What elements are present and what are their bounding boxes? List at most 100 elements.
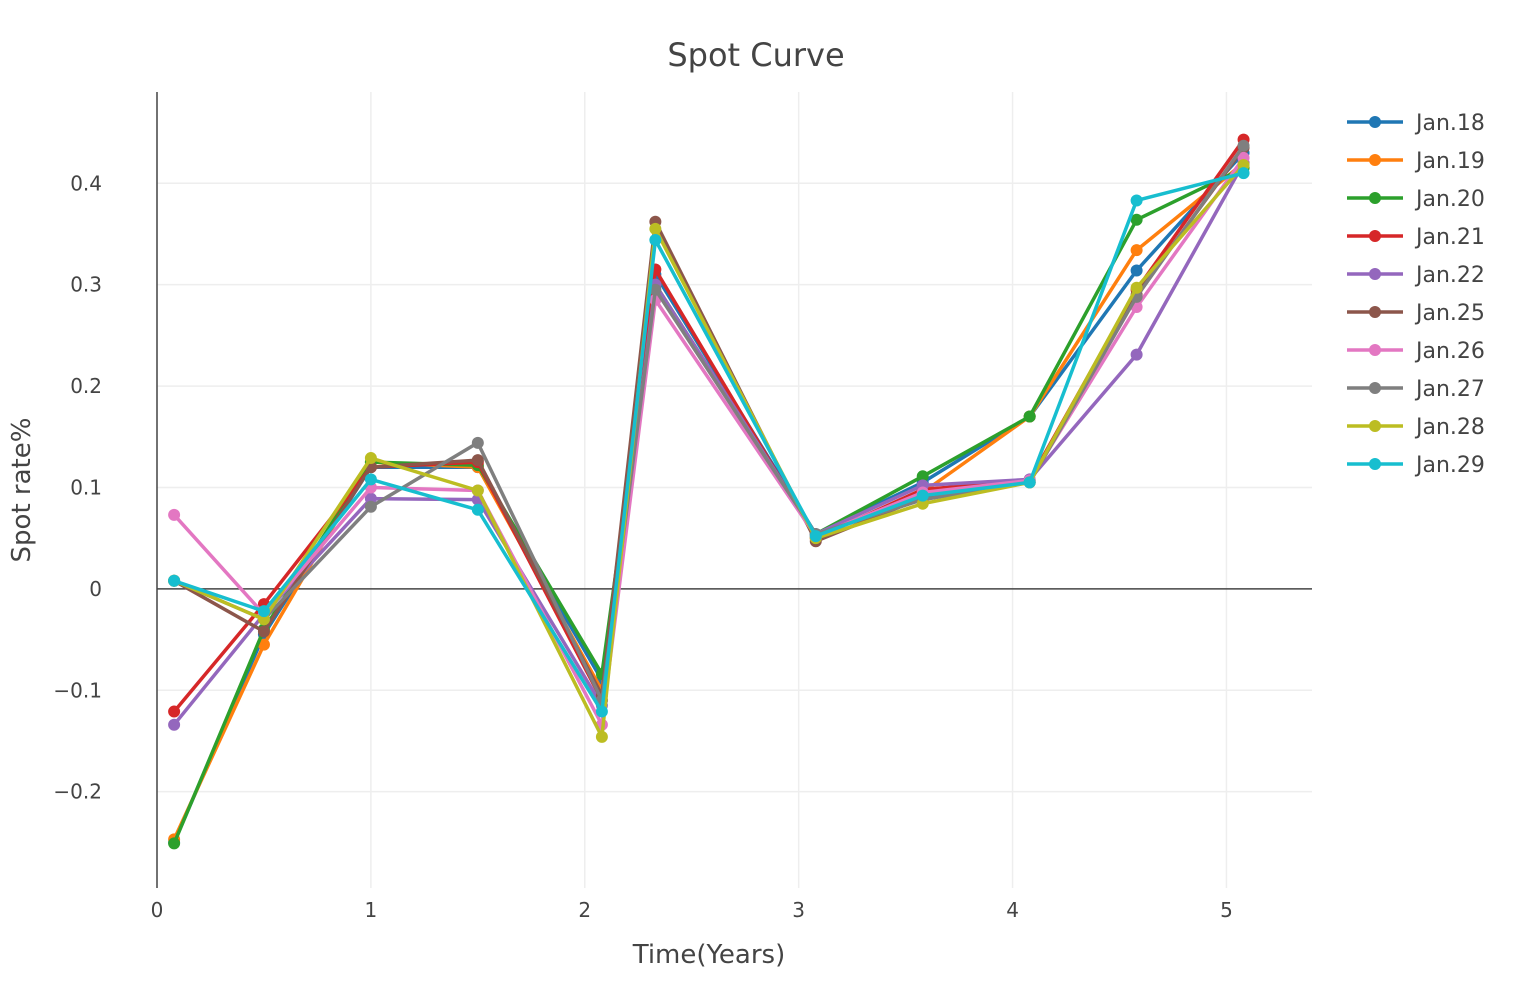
legend-swatch-marker	[1369, 344, 1381, 356]
series-line	[173, 163, 1245, 739]
data-point	[1130, 264, 1143, 277]
series-jan-28	[168, 159, 1250, 743]
legend[interactable]: Jan.18 Jan.19 Jan.20 Jan.21 Jan.22 Jan.25 Jan.…	[1347, 111, 1485, 478]
y-tick-label: −0.2	[53, 780, 102, 804]
series-line	[173, 171, 1245, 714]
grid-lines	[157, 92, 1312, 888]
series-jan-26	[168, 151, 1250, 731]
x-tick-label: 1	[365, 898, 378, 922]
y-tick-label: 0.4	[70, 171, 102, 195]
legend-item-jan-22[interactable]: Jan.22	[1347, 263, 1485, 288]
legend-label: Jan.29	[1414, 453, 1485, 478]
chart-title: Spot Curve	[667, 36, 844, 74]
series-line	[173, 144, 1246, 703]
legend-item-jan-26[interactable]: Jan.26	[1347, 339, 1485, 364]
data-point	[471, 436, 484, 449]
data-point	[364, 452, 377, 465]
legend-swatch-marker	[1369, 116, 1381, 128]
series-jan-29	[168, 167, 1250, 718]
legend-swatch-marker	[1369, 420, 1381, 432]
series-jan-27	[168, 139, 1250, 707]
data-point	[1130, 213, 1143, 226]
x-tick-label: 0	[151, 898, 164, 922]
data-point	[257, 625, 270, 638]
x-tick-label: 4	[1006, 898, 1019, 922]
legend-label: Jan.22	[1414, 263, 1485, 288]
data-point	[168, 837, 181, 850]
y-tick-label: 0.1	[70, 475, 102, 499]
data-point	[649, 283, 662, 296]
tick-labels: 0 1 2 3 4 5 −0.2 −0.1 0 0.1 0.2 0.3 0.4	[53, 171, 1232, 922]
data-point	[168, 508, 181, 521]
series-lines	[168, 133, 1250, 850]
legend-label: Jan.20	[1414, 187, 1485, 212]
data-point	[595, 705, 608, 718]
data-point	[649, 222, 662, 235]
data-point	[1130, 348, 1143, 361]
legend-swatch-marker	[1369, 458, 1381, 470]
legend-label: Jan.21	[1414, 225, 1485, 250]
data-point	[1237, 139, 1250, 152]
y-tick-label: −0.1	[53, 678, 102, 702]
series-jan-20	[168, 162, 1250, 850]
data-point	[257, 638, 270, 651]
legend-item-jan-25[interactable]: Jan.25	[1347, 301, 1485, 326]
x-tick-label: 5	[1220, 898, 1233, 922]
legend-swatch-marker	[1369, 268, 1381, 280]
legend-item-jan-19[interactable]: Jan.19	[1347, 149, 1485, 174]
data-point	[471, 454, 484, 467]
series-line	[173, 146, 1246, 698]
legend-item-jan-29[interactable]: Jan.29	[1347, 453, 1485, 478]
data-point	[809, 530, 822, 543]
legend-label: Jan.19	[1414, 149, 1485, 174]
y-tick-label: 0.2	[70, 374, 102, 398]
data-point	[1130, 244, 1143, 257]
data-point	[364, 500, 377, 513]
legend-swatch-marker	[1369, 192, 1381, 204]
data-point	[916, 489, 929, 502]
series-line	[172, 156, 1246, 727]
data-point	[1023, 476, 1036, 489]
legend-item-jan-27[interactable]: Jan.27	[1347, 377, 1485, 402]
series-line	[172, 162, 1246, 726]
legend-item-jan-28[interactable]: Jan.28	[1347, 415, 1485, 440]
data-point	[1237, 167, 1250, 180]
legend-swatch-marker	[1369, 306, 1381, 318]
x-axis-label: Time(Years)	[632, 940, 786, 970]
series-jan-19	[168, 156, 1250, 846]
series-line	[172, 151, 1245, 844]
legend-item-jan-20[interactable]: Jan.20	[1347, 187, 1485, 212]
data-point	[364, 473, 377, 486]
legend-item-jan-18[interactable]: Jan.18	[1347, 111, 1485, 136]
data-point	[1023, 410, 1036, 423]
legend-label: Jan.25	[1414, 301, 1485, 326]
legend-label: Jan.27	[1414, 377, 1485, 402]
x-tick-label: 3	[792, 898, 805, 922]
legend-swatch-marker	[1369, 154, 1381, 166]
series-jan-18	[168, 146, 1250, 849]
data-point	[471, 503, 484, 516]
data-point	[916, 470, 929, 483]
legend-swatch-marker	[1369, 382, 1381, 394]
data-point	[471, 484, 484, 497]
series-line	[172, 166, 1245, 845]
data-point	[1130, 194, 1143, 207]
data-point	[1130, 281, 1143, 294]
legend-item-jan-21[interactable]: Jan.21	[1347, 225, 1485, 250]
series-line	[172, 138, 1246, 713]
zero-lines	[156, 92, 1312, 888]
series-jan-25	[168, 141, 1250, 702]
data-point	[168, 705, 181, 718]
series-jan-22	[168, 156, 1250, 731]
data-point	[168, 574, 181, 587]
legend-label: Jan.18	[1414, 111, 1485, 136]
x-tick-label: 2	[578, 898, 591, 922]
series-line	[172, 161, 1245, 841]
legend-label: Jan.26	[1414, 339, 1485, 364]
series-jan-21	[168, 133, 1250, 718]
y-tick-label: 0.3	[70, 273, 102, 297]
data-point	[649, 234, 662, 247]
legend-swatch-marker	[1369, 230, 1381, 242]
data-point	[595, 730, 608, 743]
